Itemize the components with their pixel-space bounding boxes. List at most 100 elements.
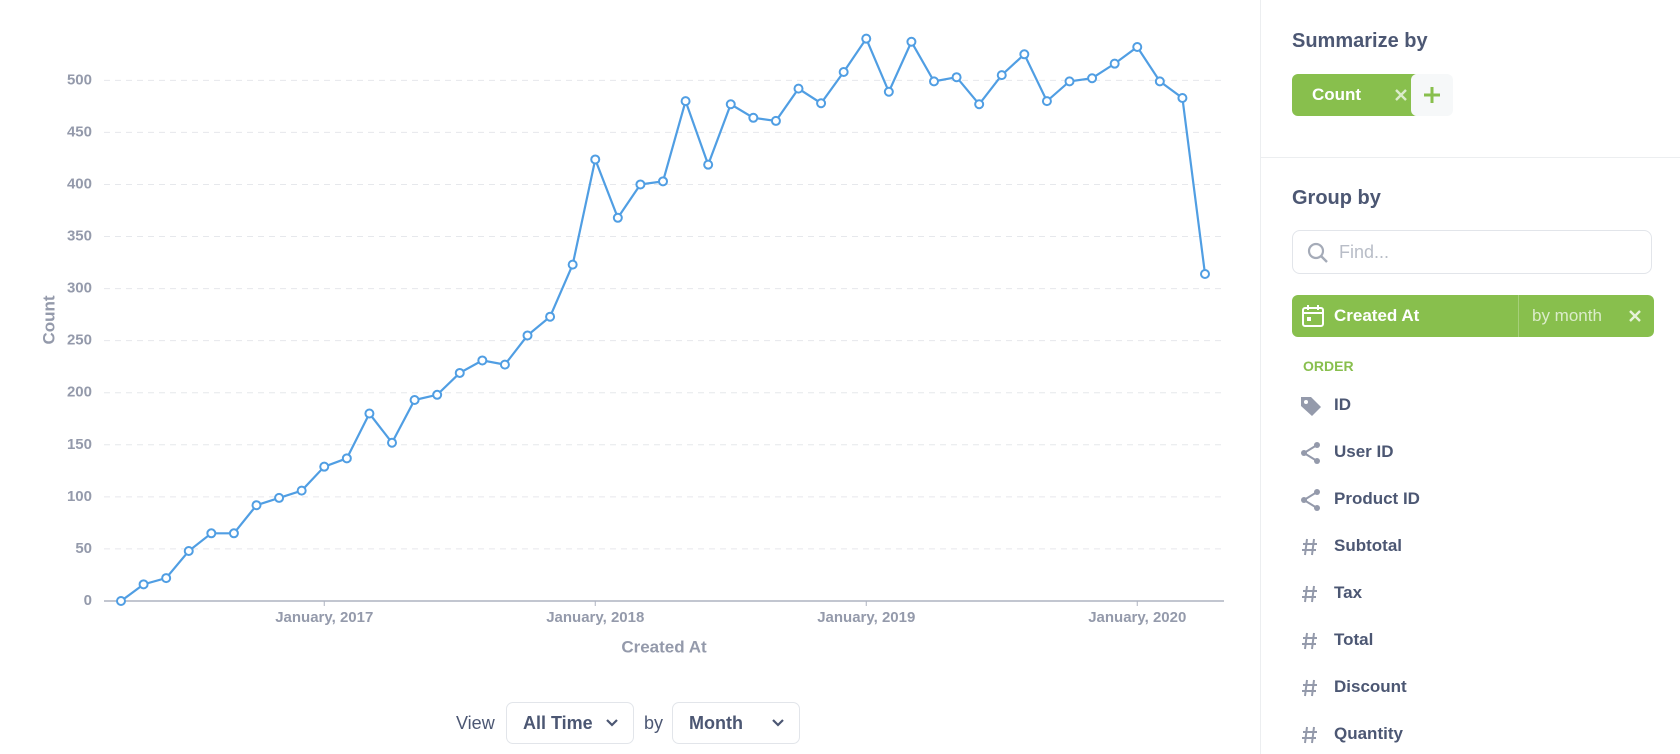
metric-pill[interactable]: Count — [1292, 74, 1420, 116]
selected-dimension[interactable]: Created At by month — [1292, 295, 1654, 337]
data-point — [567, 259, 578, 270]
data-point — [1200, 269, 1210, 280]
number-icon — [1302, 679, 1317, 697]
data-point — [658, 176, 668, 187]
data-point — [454, 367, 465, 378]
calendar-icon — [1302, 305, 1324, 327]
number-icon — [1302, 538, 1317, 556]
field-row[interactable]: Discount — [1292, 672, 1652, 702]
x-tick-label: January, 2018 — [546, 609, 644, 626]
separator — [1518, 295, 1519, 337]
bucket-label[interactable]: by month — [1532, 306, 1602, 325]
search-placeholder: Find... — [1339, 242, 1390, 262]
data-point — [635, 179, 646, 190]
data-point — [1019, 49, 1030, 60]
field-label: Discount — [1334, 677, 1407, 696]
search-icon — [1307, 242, 1328, 263]
data-point — [748, 112, 759, 123]
number-icon — [1302, 585, 1317, 603]
range-select[interactable]: All Time — [506, 702, 634, 744]
dimension-label: Created At — [1334, 306, 1420, 325]
data-point — [590, 154, 601, 165]
chevron — [772, 719, 784, 727]
data-point — [929, 76, 939, 87]
data-point — [951, 72, 962, 83]
unit-select[interactable]: Month — [672, 702, 800, 744]
data-point — [996, 70, 1007, 81]
y-tick-label: 50 — [75, 540, 92, 557]
data-point — [364, 408, 375, 419]
number-icon — [1302, 726, 1317, 744]
data-point — [161, 573, 172, 584]
y-tick-label: 200 — [67, 384, 92, 401]
sidebar: Summarize by Count Group by Find... Crea… — [1260, 0, 1680, 754]
fk-icon — [1301, 489, 1320, 511]
data-point — [906, 36, 917, 47]
data-point — [432, 389, 443, 400]
y-tick-label: 100 — [67, 488, 92, 505]
data-point — [183, 546, 194, 557]
field-row[interactable]: User ID — [1292, 437, 1652, 467]
data-point — [883, 86, 894, 97]
data-point — [1132, 41, 1143, 52]
fk-icon — [1301, 442, 1320, 464]
view-label: View — [456, 713, 495, 733]
data-point — [680, 96, 691, 107]
field-label: Subtotal — [1334, 536, 1402, 555]
by-label: by — [644, 713, 664, 733]
field-row[interactable]: Subtotal — [1292, 531, 1652, 561]
data-point — [1177, 93, 1188, 104]
field-row[interactable]: Total — [1292, 625, 1652, 655]
data-point — [206, 528, 217, 539]
y-tick-label: 350 — [67, 227, 92, 244]
data-point — [1154, 76, 1165, 87]
field-label: ID — [1334, 395, 1351, 414]
data-point — [816, 98, 827, 109]
metric-label: Count — [1312, 85, 1362, 104]
remove-icon[interactable] — [1394, 88, 1408, 102]
data-point — [974, 99, 985, 110]
data-point — [274, 492, 285, 503]
summarize-title: Summarize by — [1292, 30, 1428, 52]
data-point — [477, 355, 488, 366]
data-point — [341, 453, 352, 464]
group-title: Group by — [1292, 187, 1381, 209]
data-point — [296, 485, 307, 496]
search-box[interactable]: Find... — [1292, 230, 1652, 274]
data-point — [251, 500, 262, 511]
field-label: Total — [1334, 630, 1374, 649]
tag-icon — [1301, 397, 1321, 416]
y-tick-label: 0 — [84, 592, 92, 609]
field-row[interactable]: Quantity — [1292, 719, 1652, 749]
data-point — [387, 437, 397, 448]
x-tick-label: January, 2017 — [275, 609, 373, 626]
y-tick-label: 300 — [67, 280, 92, 297]
field-label: User ID — [1334, 442, 1394, 461]
data-point — [1064, 76, 1075, 87]
field-row[interactable]: Tax — [1292, 578, 1652, 608]
number-icon — [1302, 632, 1317, 650]
field-label: Quantity — [1334, 724, 1403, 743]
y-tick-label: 450 — [67, 123, 92, 140]
add-metric[interactable] — [1411, 74, 1453, 116]
remove-icon[interactable] — [1628, 309, 1642, 323]
divider — [1261, 157, 1680, 158]
y-tick-label: 250 — [67, 332, 92, 349]
field-row[interactable]: ID — [1292, 390, 1652, 420]
x-tick-label: January, 2019 — [817, 609, 915, 626]
data-point — [1041, 96, 1052, 107]
data-point — [138, 579, 149, 590]
chart: Count Created At 0 50 100 150 200 250 300 350 40… — [39, 33, 1224, 656]
range-value: All Time — [523, 713, 593, 733]
data-point — [838, 66, 849, 77]
y-tick-label: 500 — [67, 71, 92, 88]
field-row[interactable]: Product ID — [1292, 484, 1652, 514]
y-axis-title: Count — [39, 295, 58, 344]
unit-value: Month — [689, 713, 743, 733]
plus-icon — [1424, 87, 1440, 103]
data-point — [725, 99, 736, 110]
data-point — [116, 596, 126, 606]
data-point — [1087, 73, 1098, 84]
data-point — [1109, 58, 1120, 69]
data-point — [703, 159, 714, 170]
